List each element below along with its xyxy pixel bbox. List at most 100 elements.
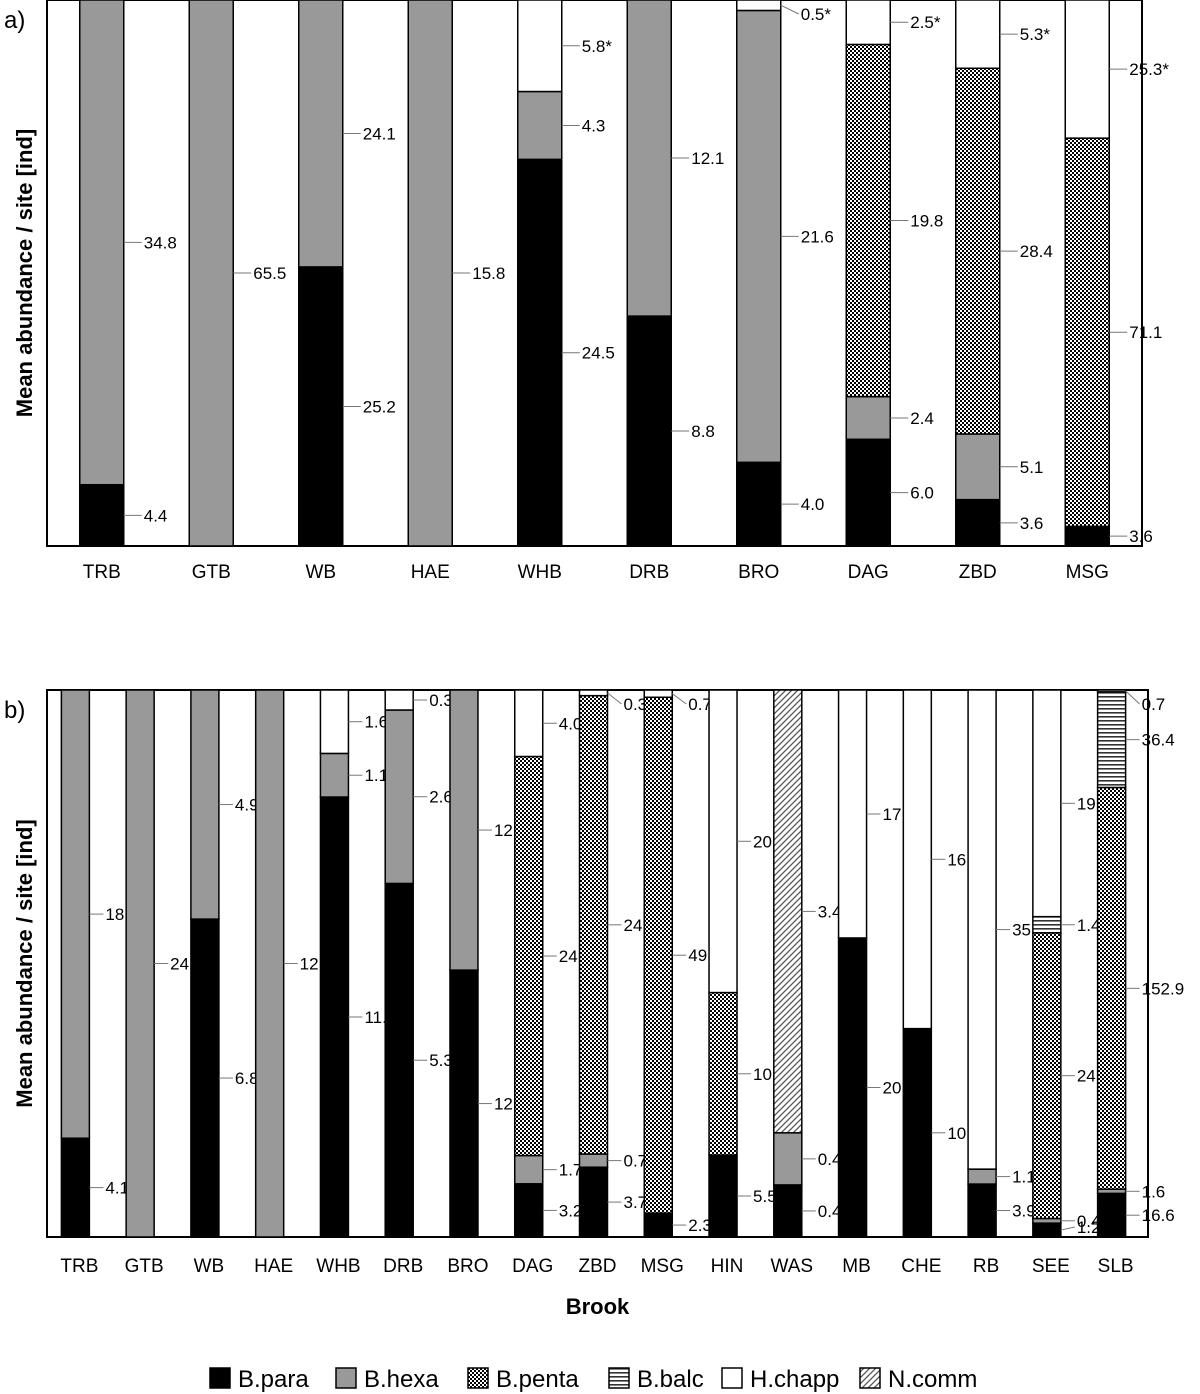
bar-slb <box>1096 689 1127 1238</box>
legend-label-b-hexa: B.hexa <box>364 1366 439 1393</box>
data-label: 4.0 <box>559 714 583 733</box>
bar-hin <box>708 689 738 1238</box>
data-label: 36.4 <box>1142 731 1175 750</box>
label-leader <box>1125 690 1140 705</box>
data-label: 3.2 <box>559 1201 583 1220</box>
bar-segment-drb-b-para <box>384 882 414 1238</box>
bar-segment-see-b-penta <box>1032 932 1062 1220</box>
x-tick-label: HIN <box>711 1256 744 1277</box>
data-label: 1.1 <box>1012 1168 1036 1187</box>
bar-segment-bro-b-para <box>736 461 782 547</box>
bar-segment-bro-b-para <box>449 969 479 1238</box>
bar-segment-whb-b-hexa <box>319 752 350 798</box>
x-tick-label: DRB <box>383 1256 423 1277</box>
bar-segment-zbd-b-para <box>955 498 1001 547</box>
data-label: 2.4 <box>910 409 934 428</box>
bar-segment-hae-b-hexa <box>407 0 453 547</box>
legend-swatch-b-para <box>209 1367 231 1389</box>
data-label: 25.2 <box>363 397 396 416</box>
bar-segment-rb-b-para <box>967 1183 997 1238</box>
legend-swatch-h-chapp <box>721 1367 743 1389</box>
label-leader <box>671 693 687 705</box>
bar-segment-zbd-b-hexa <box>955 433 1001 501</box>
bar-segment-msg-b-para <box>643 1212 674 1238</box>
bar-segment-dag-h-chapp <box>513 689 544 758</box>
bar-segment-whb-b-para <box>319 796 350 1238</box>
bar-segment-trb-b-hexa <box>60 689 91 1139</box>
bar-msg <box>643 689 674 1238</box>
x-tick-label: MB <box>842 1256 871 1277</box>
bar-segment-rb-h-chapp <box>967 689 997 1170</box>
data-label: 1.4 <box>1077 916 1101 935</box>
x-tick-label: MSG <box>641 1256 684 1277</box>
data-label: 5.8* <box>582 37 613 56</box>
bar-msg <box>1064 0 1110 547</box>
bar-segment-drb-h-chapp <box>384 689 414 711</box>
data-label: 1.6 <box>1142 1182 1166 1201</box>
bar-segment-hin-b-penta <box>708 991 738 1156</box>
data-label: 3.6 <box>1129 527 1153 546</box>
x-tick-label: ZBD <box>579 1256 617 1277</box>
bar-gtb <box>125 689 155 1238</box>
data-label: 0.5* <box>801 5 832 24</box>
x-tick-label: CHE <box>901 1256 941 1277</box>
bar-segment-drb-b-hexa <box>384 709 414 885</box>
bar-was <box>773 689 803 1238</box>
bar-segment-slb-b-para <box>1096 1192 1127 1238</box>
bar-hae <box>254 689 285 1238</box>
x-tick-label: WB <box>305 562 336 583</box>
bar-rb <box>967 689 997 1238</box>
label-leader <box>1060 1226 1075 1231</box>
x-tick-label: TRB <box>83 562 121 583</box>
bar-segment-che-b-para <box>902 1027 933 1238</box>
data-label: 34.8 <box>144 233 177 252</box>
bar-bro <box>736 0 782 547</box>
bar-drb <box>384 689 414 1238</box>
x-tick-label: MSG <box>1066 562 1109 583</box>
bar-segment-whb-b-hexa <box>517 90 563 161</box>
data-label: 28.4 <box>1020 242 1053 261</box>
bar-zbd <box>578 689 609 1238</box>
bar-segment-drb-b-hexa <box>626 0 672 317</box>
bar-segment-mb-h-chapp <box>837 689 868 939</box>
data-label: 0.4 <box>818 1150 842 1169</box>
bar-segment-wb-b-para <box>190 918 220 1238</box>
bar-segment-dag-b-penta <box>845 43 891 398</box>
bar-segment-slb-b-balc <box>1096 691 1127 789</box>
label-leader <box>607 692 622 705</box>
data-label: 2.5* <box>910 13 941 32</box>
x-tick-label: ZBD <box>959 562 997 583</box>
data-label: 3.9 <box>1012 1202 1036 1221</box>
data-label: 25.3* <box>1129 60 1169 79</box>
bar-mb <box>837 689 868 1238</box>
data-label: 0.7 <box>1142 695 1166 714</box>
data-label: 0.3 <box>429 691 453 710</box>
bar-segment-dag-b-para <box>845 438 891 547</box>
bar-segment-see-h-chapp <box>1032 689 1062 918</box>
bar-segment-bro-h-chapp <box>736 0 782 12</box>
bar-gtb <box>188 0 234 547</box>
plot-frame <box>46 0 1143 547</box>
x-tick-label: SEE <box>1032 1256 1070 1277</box>
data-label: 4.4 <box>144 506 168 525</box>
legend-label-h-chapp: H.chapp <box>750 1366 839 1393</box>
data-label: 4.0 <box>801 495 825 514</box>
bar-segment-rb-b-hexa <box>967 1168 997 1185</box>
x-tick-label: WB <box>194 1256 225 1277</box>
x-tick-label: HAE <box>411 562 450 583</box>
bar-segment-wb-b-hexa <box>298 0 344 268</box>
data-label: 0.4 <box>1077 1212 1101 1231</box>
bar-segment-bro-b-hexa <box>736 9 782 464</box>
data-label: 2.6 <box>429 788 453 807</box>
bar-segment-msg-b-penta <box>1064 137 1110 528</box>
bar-segment-zbd-b-penta <box>955 67 1001 435</box>
bar-segment-dag-b-hexa <box>513 1154 544 1185</box>
legend-label-b-balc: B.balc <box>637 1366 704 1393</box>
x-tick-label: WHB <box>316 1256 360 1277</box>
data-label: 21.6 <box>801 227 834 246</box>
x-tick-label: GTB <box>192 562 231 583</box>
x-axis-label: Brook <box>566 1294 630 1319</box>
data-label: 152.9 <box>1142 979 1185 998</box>
data-label: 4.9 <box>235 796 259 815</box>
bar-segment-was-n-comm <box>773 689 803 1134</box>
